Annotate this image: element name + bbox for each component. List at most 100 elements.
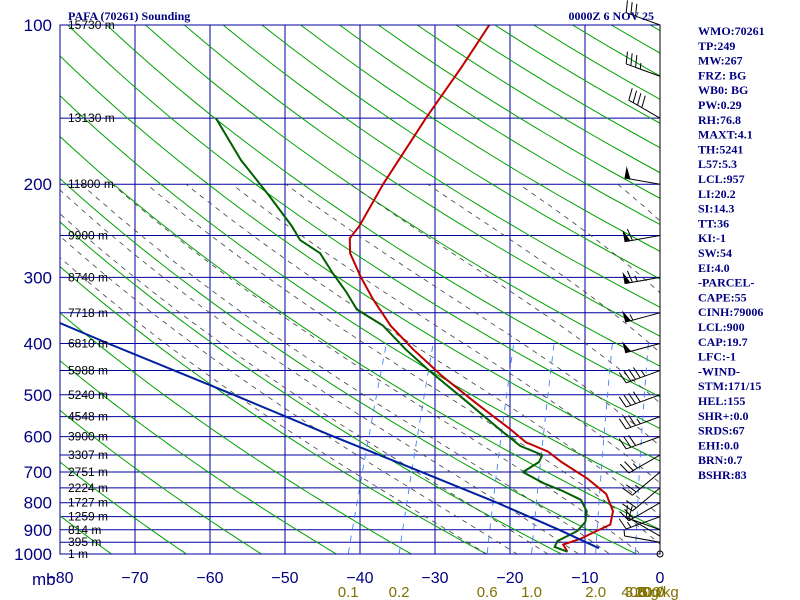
barb-half-flag <box>634 484 641 490</box>
barb-flag <box>632 391 641 403</box>
barb-flag <box>618 518 627 530</box>
pressure-tick-label: 400 <box>24 334 52 353</box>
mixing-ratio-line <box>634 343 649 554</box>
barb-shaft <box>632 471 661 496</box>
barb-shaft <box>626 394 661 408</box>
barb-flag <box>626 270 633 283</box>
index-line: -WIND- <box>698 364 740 378</box>
barb-pennant <box>622 310 632 323</box>
barb-half-flag <box>634 275 638 282</box>
wind-barb <box>619 454 661 474</box>
index-line: SI:14.3 <box>698 202 734 216</box>
index-line: WMO:70261 <box>698 24 765 38</box>
barb-shaft <box>626 12 661 26</box>
pressure-tick-label: 600 <box>24 428 52 447</box>
mixing-ratio-line <box>595 343 613 554</box>
temperature-tick-label: −80 <box>46 570 73 587</box>
barb-pennant <box>622 271 631 284</box>
barb-pennant <box>624 166 631 180</box>
diagram-grid <box>60 25 660 554</box>
mixing-ratio-label: 1.0 <box>521 584 542 600</box>
mixing-ratio-label: 5.0 <box>640 584 661 600</box>
pressure-unit-label: mb <box>32 570 56 589</box>
mixing-ratio-labels: 0.1 0.2 0.6 1.0 2.0 3.05.010.020.040.0g/kg <box>338 584 679 600</box>
temperature-tick-label: −70 <box>121 570 148 587</box>
index-line: BSHR:83 <box>698 468 747 482</box>
wind-barb <box>618 367 661 384</box>
barb-shaft <box>628 454 661 474</box>
height-label: 8740 m <box>68 270 108 284</box>
temperature-tick-label: −60 <box>196 570 223 587</box>
barb-shaft <box>628 502 661 522</box>
index-line: SW:54 <box>698 246 732 260</box>
index-line: LCL:900 <box>698 320 745 334</box>
barb-flag <box>619 463 630 474</box>
index-line: L57:5.3 <box>698 157 737 171</box>
dry-adiabat <box>261 25 660 280</box>
barb-half-flag <box>626 521 632 528</box>
calm-circle <box>656 550 664 558</box>
barb-flag <box>624 508 634 519</box>
height-label: 15730 m <box>68 18 115 32</box>
index-line: SHR+:0.0 <box>698 409 749 423</box>
barb-flag <box>625 484 637 493</box>
index-line: LFC:-1 <box>698 350 736 364</box>
index-line: MAXT:4.1 <box>698 128 753 142</box>
mixing-ratio-line <box>347 343 387 554</box>
barb-shaft <box>628 517 661 537</box>
barb-shaft <box>624 177 661 185</box>
pressure-tick-labels: 100 200 300 400 500 600 700 800 900 1000 mb <box>14 16 55 589</box>
temperature-tick-labels: −80 −70 −60 −50 −40 −30 −20 −10 0 <box>46 570 664 587</box>
pressure-tick-label: 800 <box>24 494 52 513</box>
moist-adiabat <box>60 189 580 554</box>
barb-flag <box>622 503 633 512</box>
sounding-series-3 <box>60 321 600 550</box>
barb-flag <box>619 511 630 522</box>
index-line: LI:20.2 <box>698 187 736 201</box>
barb-flag <box>618 372 627 384</box>
barb-half-flag <box>641 370 646 377</box>
barb-flag <box>635 3 638 17</box>
index-line: RH:76.8 <box>698 113 741 127</box>
barb-flag <box>618 418 627 430</box>
height-label: 6810 m <box>68 336 108 350</box>
temperature-tick-label: 0 <box>656 570 665 587</box>
barb-half-flag <box>636 418 641 425</box>
barb-shaft <box>624 276 661 285</box>
barb-flag <box>626 228 633 241</box>
barb-flag <box>630 2 633 15</box>
dry-adiabat <box>60 135 660 531</box>
dry-adiabat <box>60 177 638 554</box>
index-line: MW:267 <box>698 54 743 68</box>
mixing-ratio-label: 0.1 <box>338 584 359 600</box>
mixing-ratio-label: 20.0 <box>635 584 664 600</box>
wind-barb <box>625 51 661 77</box>
index-line: CAP:19.7 <box>698 335 748 349</box>
dry-adiabat <box>60 515 113 554</box>
wind-barb <box>622 310 661 323</box>
index-line: HEL:155 <box>698 394 745 408</box>
index-line: TT:36 <box>698 216 729 230</box>
barb-flag <box>637 93 642 106</box>
wind-barb <box>628 506 661 537</box>
barb-shaft <box>626 436 661 450</box>
barb-shaft <box>626 63 661 77</box>
index-line: -PARCEL- <box>698 276 754 290</box>
index-line: CINH:79006 <box>698 305 763 319</box>
temperature-tick-label: −40 <box>346 570 373 587</box>
barb-pennant <box>622 341 632 353</box>
barb-flag <box>623 370 632 382</box>
temperature-tick-label: −20 <box>496 570 523 587</box>
barb-flag <box>628 506 633 519</box>
dry-adiabat <box>60 409 263 554</box>
barb-half-flag <box>632 463 638 469</box>
dry-adiabat <box>60 221 563 554</box>
index-line: KI:-1 <box>698 231 726 245</box>
wind-barb <box>624 166 661 185</box>
barb-half-flag <box>639 62 642 70</box>
barb-flag <box>624 461 634 471</box>
height-label: 7718 m <box>68 306 108 320</box>
pressure-tick-label: 100 <box>24 16 52 35</box>
